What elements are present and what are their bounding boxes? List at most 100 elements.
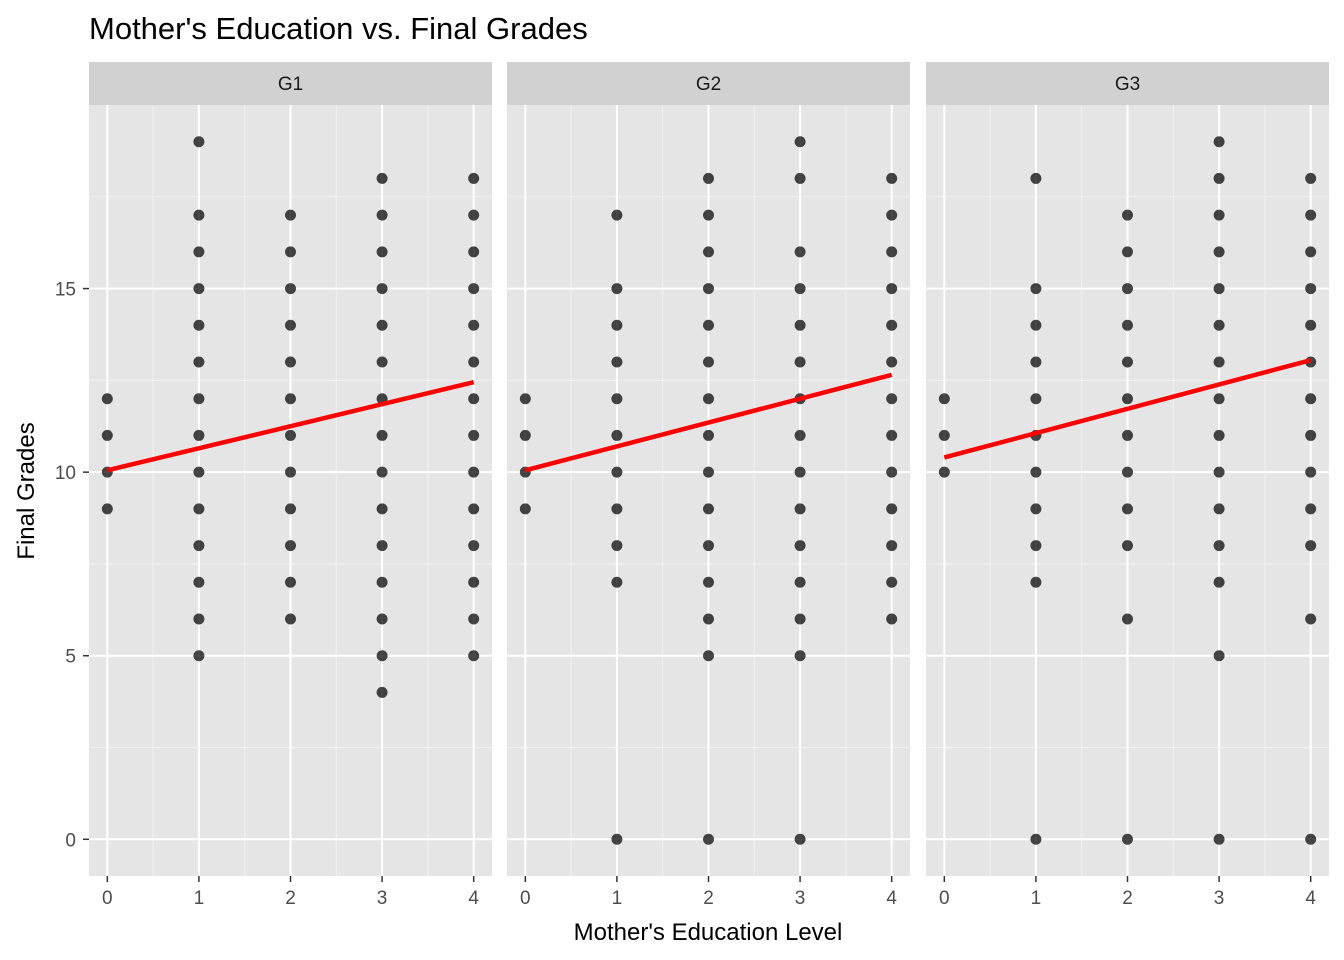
data-point [794,503,806,515]
data-point [794,576,806,588]
x-tick-label: 4 [1305,888,1316,909]
data-point [794,356,806,368]
data-point [376,576,388,588]
x-tick-label: 4 [468,888,479,909]
data-point [1122,833,1133,845]
data-point [1213,540,1225,552]
data-point [703,283,714,295]
data-point [611,283,623,295]
facet-panel-g2: G2 0 1 2 3 4 [507,62,910,909]
data-point [703,246,714,258]
chart-title: Mother's Education vs. Final Grades [89,11,588,46]
data-point [1305,466,1317,478]
data-point [193,136,205,148]
data-point [1213,246,1225,258]
data-point [886,319,898,331]
data-point [1030,503,1042,515]
facet-strip-label: G1 [278,74,303,95]
data-point [703,172,714,184]
data-point [703,356,714,368]
data-point [376,503,388,515]
facet-panel-g3: G3 0 1 2 3 4 [926,62,1329,909]
data-point [285,356,296,368]
data-point [519,393,531,405]
data-point [886,429,898,441]
x-tick-label: 4 [886,888,897,909]
data-point [1030,319,1042,331]
x-tick-label: 0 [939,888,950,909]
data-point [794,429,806,441]
data-point [376,246,388,258]
data-point [1213,833,1225,845]
data-point [794,833,806,845]
data-point [376,613,388,625]
data-point [376,319,388,331]
data-point [703,576,714,588]
data-point [703,540,714,552]
data-point [1213,503,1225,515]
x-tick-label: 0 [520,888,531,909]
data-point [376,429,388,441]
data-point [468,319,480,331]
data-point [1030,540,1042,552]
data-point [703,613,714,625]
data-point [886,576,898,588]
data-point [468,503,480,515]
data-point [703,319,714,331]
data-point [703,466,714,478]
data-point [938,466,950,478]
data-point [193,319,205,331]
facet-panels: G1 0 1 2 3 4 G2 0 1 2 3 4 G3 0 1 2 3 4 [89,62,1329,909]
data-point [1305,209,1317,221]
data-point [193,503,205,515]
data-point [703,650,714,662]
data-point [468,576,480,588]
data-point [285,576,296,588]
data-point [468,429,480,441]
data-point [1305,429,1317,441]
data-point [794,319,806,331]
data-point [703,393,714,405]
facet-strip [507,62,910,105]
data-point [193,209,205,221]
data-point [886,466,898,478]
data-point [1030,576,1042,588]
data-point [376,540,388,552]
data-point [611,833,623,845]
data-point [285,503,296,515]
data-point [285,613,296,625]
data-point [886,613,898,625]
data-point [285,319,296,331]
facet-strip-label: G3 [1115,74,1140,95]
data-point [285,283,296,295]
x-tick-label: 0 [102,888,113,909]
data-point [1122,246,1133,258]
data-point [1213,319,1225,331]
data-point [1305,283,1317,295]
data-point [886,172,898,184]
data-point [468,466,480,478]
data-point [611,209,623,221]
facet-strip [89,62,492,105]
data-point [886,540,898,552]
data-point [1305,246,1317,258]
data-point [794,540,806,552]
data-point [938,429,950,441]
data-point [1213,136,1225,148]
data-point [193,429,205,441]
data-point [703,503,714,515]
x-tick-label: 3 [795,888,806,909]
data-point [1122,209,1133,221]
data-point [1030,172,1042,184]
data-point [703,209,714,221]
data-point [1122,356,1133,368]
data-point [611,319,623,331]
data-point [1213,650,1225,662]
data-point [794,650,806,662]
data-point [1213,209,1225,221]
data-point [1122,540,1133,552]
data-point [794,172,806,184]
data-point [611,540,623,552]
data-point [1305,833,1317,845]
data-point [1305,613,1317,625]
